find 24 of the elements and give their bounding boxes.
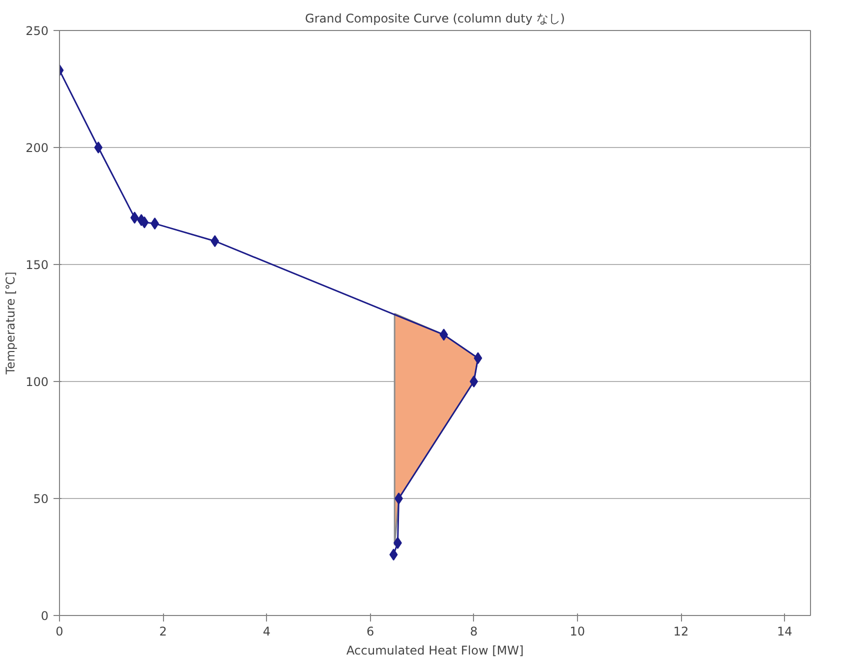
x-tick-label: 4 [262, 624, 270, 638]
y-tick-label: 50 [33, 492, 49, 506]
point [94, 142, 103, 154]
x-tick-label: 12 [673, 624, 689, 638]
point [130, 212, 139, 224]
y-tick-label: 100 [26, 375, 48, 389]
point [470, 376, 478, 388]
y-tick-label: 150 [26, 258, 48, 272]
chart-title: Grand Composite Curve (column duty なし) [305, 12, 565, 26]
x-tick-label: 6 [366, 624, 374, 638]
y-axis-title: Temperature [℃] [4, 272, 18, 376]
point [210, 235, 220, 248]
x-tick-label: 0 [56, 624, 64, 638]
y-tick-label: 200 [26, 141, 48, 155]
x-tick-label: 8 [470, 624, 478, 638]
y-tick-label: 250 [26, 24, 48, 38]
x-axis-title: Accumulated Heat Flow [MW] [346, 644, 524, 658]
point [394, 492, 403, 504]
x-tick-label: 14 [776, 624, 792, 638]
point [474, 352, 482, 364]
y-tick-label: 0 [40, 609, 49, 623]
point [389, 548, 398, 561]
x-tick-label: 2 [159, 624, 167, 638]
x-tick-label: 10 [570, 624, 586, 638]
